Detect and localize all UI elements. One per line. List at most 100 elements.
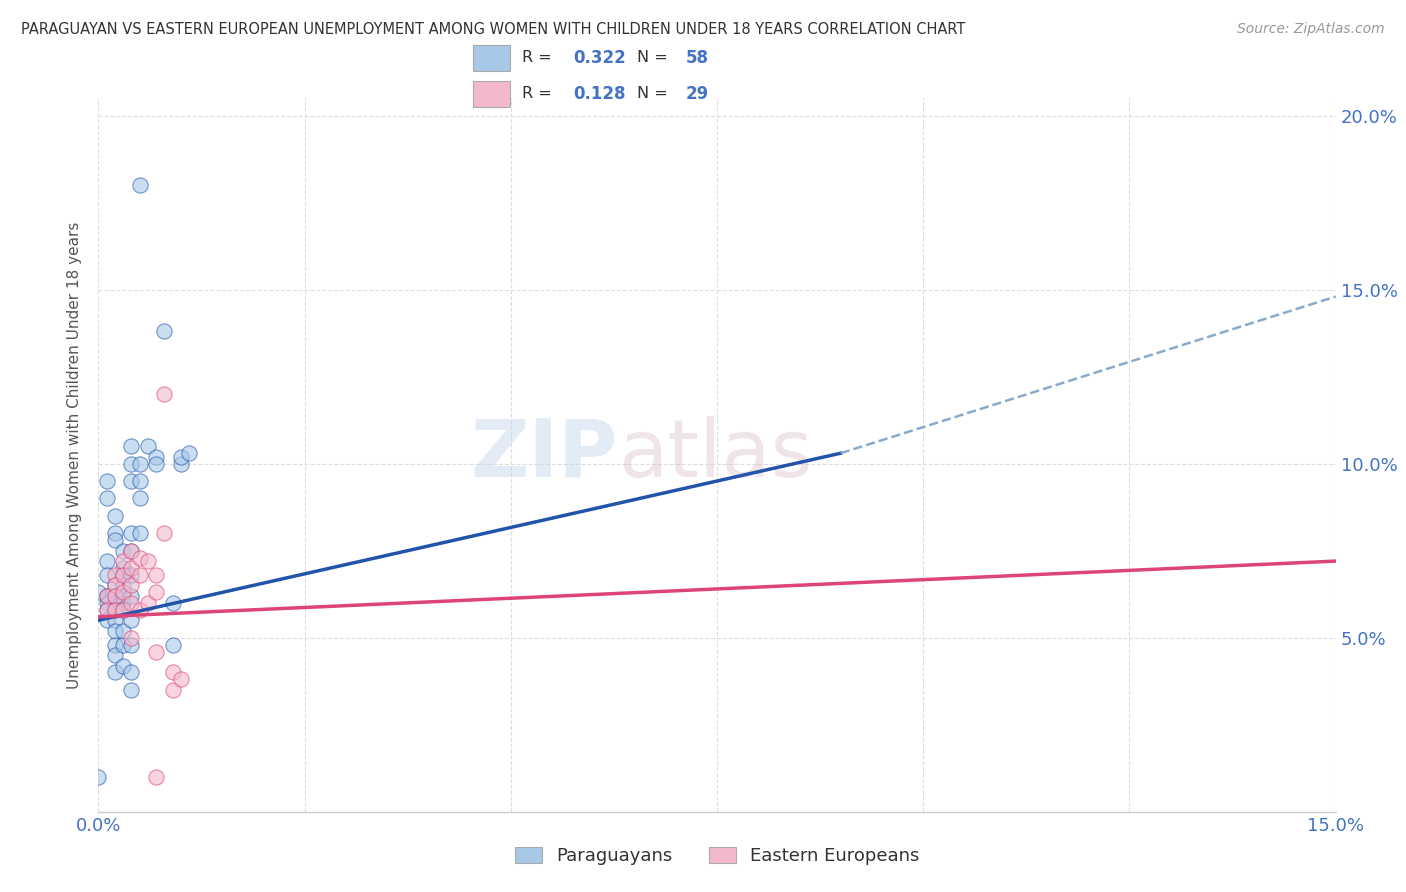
Point [162, 665, 184, 680]
Point [128, 491, 150, 506]
Point [112, 578, 135, 592]
Point [120, 457, 142, 471]
Text: atlas: atlas [619, 416, 813, 494]
Point [145, 450, 167, 464]
Point [120, 578, 142, 592]
Point [87, 770, 110, 784]
Point [96, 554, 118, 568]
Point [120, 526, 142, 541]
Point [170, 673, 193, 687]
Point [120, 474, 142, 488]
Text: 0.322: 0.322 [574, 49, 626, 67]
Point [104, 624, 127, 638]
Point [128, 178, 150, 193]
Text: ZIP: ZIP [471, 416, 619, 494]
Point [162, 638, 184, 652]
Point [112, 603, 135, 617]
Point [96, 491, 118, 506]
Point [112, 561, 135, 575]
Point [128, 550, 150, 565]
Point [162, 596, 184, 610]
Point [96, 589, 118, 603]
Point [104, 568, 127, 582]
Point [128, 474, 150, 488]
Point [96, 603, 118, 617]
Point [104, 603, 127, 617]
Point [104, 578, 127, 592]
Point [112, 658, 135, 673]
Text: N =: N = [637, 50, 673, 65]
Point [145, 644, 167, 658]
Point [112, 554, 135, 568]
Point [170, 450, 193, 464]
Point [120, 613, 142, 627]
Point [96, 613, 118, 627]
Point [104, 533, 127, 548]
FancyBboxPatch shape [472, 45, 510, 71]
Point [112, 543, 135, 558]
Point [104, 665, 127, 680]
Point [96, 589, 118, 603]
Point [104, 613, 127, 627]
Point [104, 589, 127, 603]
Point [112, 638, 135, 652]
Point [120, 561, 142, 575]
Point [112, 568, 135, 582]
Point [145, 568, 167, 582]
Point [136, 596, 159, 610]
Point [104, 589, 127, 603]
Point [145, 585, 167, 599]
Point [112, 589, 135, 603]
Point [120, 543, 142, 558]
Text: Source: ZipAtlas.com: Source: ZipAtlas.com [1237, 22, 1385, 37]
Point [104, 603, 127, 617]
Point [145, 770, 167, 784]
Point [136, 439, 159, 453]
Point [96, 603, 118, 617]
Point [120, 589, 142, 603]
Point [120, 543, 142, 558]
Point [104, 578, 127, 592]
Point [120, 638, 142, 652]
Point [128, 457, 150, 471]
Point [87, 585, 110, 599]
Point [96, 568, 118, 582]
Legend: Paraguayans, Eastern Europeans: Paraguayans, Eastern Europeans [506, 838, 928, 874]
Point [104, 596, 127, 610]
Text: R =: R = [522, 87, 557, 102]
Point [112, 603, 135, 617]
Point [179, 446, 201, 460]
Point [128, 526, 150, 541]
Point [145, 457, 167, 471]
Point [104, 508, 127, 523]
Point [104, 648, 127, 662]
Point [112, 585, 135, 599]
Point [120, 665, 142, 680]
Text: R =: R = [522, 50, 557, 65]
Point [120, 682, 142, 697]
Point [136, 554, 159, 568]
Text: 0.128: 0.128 [574, 85, 626, 103]
Y-axis label: Unemployment Among Women with Children Under 18 years: Unemployment Among Women with Children U… [67, 221, 83, 689]
Point [162, 682, 184, 697]
Point [153, 324, 176, 338]
Point [120, 439, 142, 453]
Point [128, 568, 150, 582]
Point [128, 603, 150, 617]
Point [96, 589, 118, 603]
Point [112, 624, 135, 638]
Point [153, 387, 176, 401]
Point [120, 596, 142, 610]
Text: PARAGUAYAN VS EASTERN EUROPEAN UNEMPLOYMENT AMONG WOMEN WITH CHILDREN UNDER 18 Y: PARAGUAYAN VS EASTERN EUROPEAN UNEMPLOYM… [21, 22, 966, 37]
Point [120, 568, 142, 582]
Point [104, 526, 127, 541]
Point [112, 596, 135, 610]
Point [112, 568, 135, 582]
Text: 29: 29 [686, 85, 709, 103]
Point [96, 596, 118, 610]
Point [104, 638, 127, 652]
Point [170, 457, 193, 471]
Point [153, 526, 176, 541]
Point [96, 474, 118, 488]
FancyBboxPatch shape [472, 80, 510, 107]
